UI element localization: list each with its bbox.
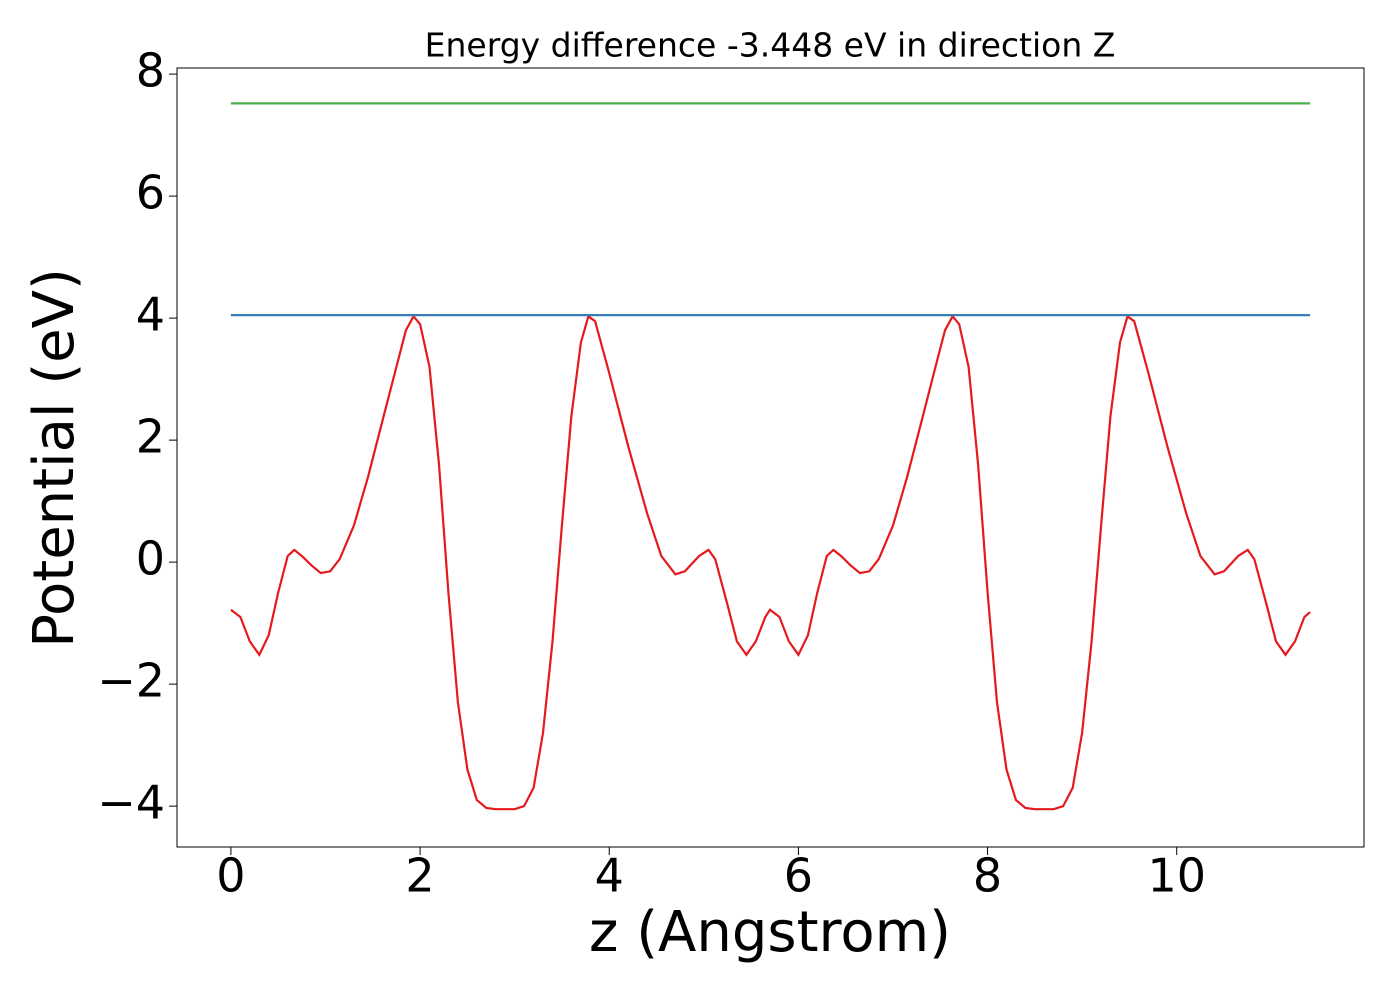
y-tick-label: 2	[136, 410, 165, 464]
x-axis-label: z (Angstrom)	[589, 900, 951, 965]
y-tick-label: 8	[136, 44, 165, 98]
x-tick-label: 0	[216, 849, 245, 903]
y-tick-label: 4	[136, 288, 165, 342]
chart-title: Energy difference -3.448 eV in direction…	[425, 26, 1116, 65]
series-line	[230, 314, 1311, 811]
x-tick-label: 6	[784, 849, 813, 903]
y-axis-label: Potential (eV)	[22, 268, 87, 648]
x-tick-label: 10	[1147, 849, 1206, 903]
x-tick-label: 2	[405, 849, 434, 903]
x-tick-label: 4	[595, 849, 624, 903]
plot-frame	[176, 67, 1365, 848]
y-tick-label: −4	[97, 776, 165, 830]
x-tick-label: 8	[973, 849, 1002, 903]
y-tick-label: −2	[97, 654, 165, 708]
y-tick-label: 6	[136, 166, 165, 220]
y-tick-label: 0	[136, 532, 165, 586]
